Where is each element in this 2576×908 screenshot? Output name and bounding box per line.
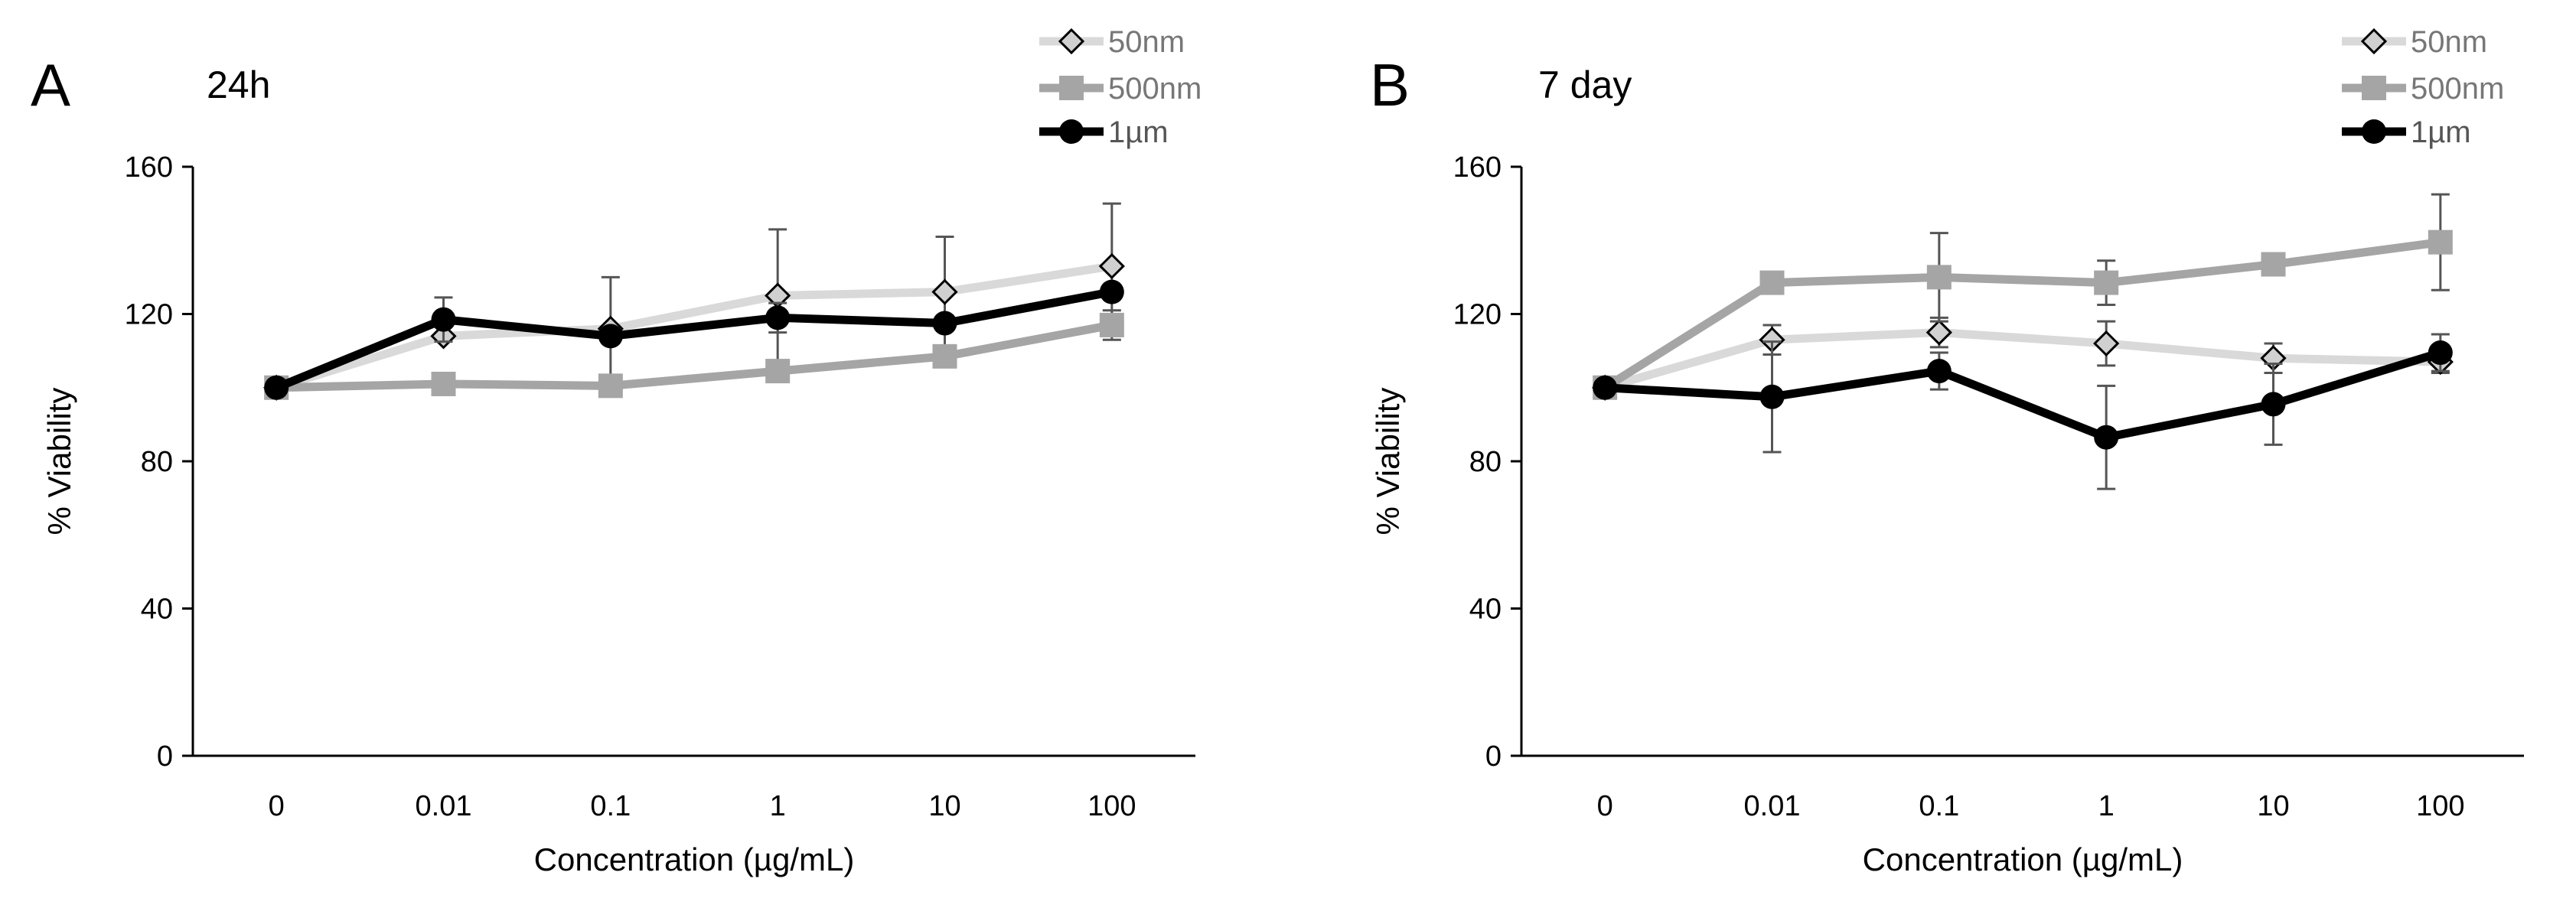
legend-marker [2360, 28, 2388, 55]
series-line [1603, 238, 2441, 392]
y-tick-label: 0 [1485, 740, 1502, 773]
legend-label: 500nm [2411, 72, 2504, 106]
data-point [598, 324, 623, 349]
chart-panel-A: A 24h 0 40 80 120 160 0 0.01 0.1 1 10 100 Concentrati… [31, 25, 1202, 877]
data-point [1099, 312, 1124, 337]
data-point [1759, 270, 1785, 295]
x-tick-label: 1 [2098, 790, 2115, 822]
data-point [1926, 359, 1952, 384]
y-axis-title: % Viability [41, 388, 77, 535]
series-0 [263, 202, 1125, 401]
data-point [2094, 270, 2119, 295]
data-point [1759, 384, 1785, 409]
legend-marker [1059, 76, 1084, 100]
x-axis-title: Concentration (µg/mL) [1863, 841, 2183, 877]
series-1 [1593, 193, 2453, 400]
legend-label: 50nm [1108, 25, 1185, 59]
legend-marker [1058, 28, 1085, 55]
y-tick-label: 160 [1453, 151, 1502, 184]
x-tick-label: 0.1 [1919, 790, 1959, 822]
y-tick-label: 0 [157, 740, 173, 773]
chart-title: 24h [207, 63, 270, 106]
data-point [1099, 279, 1124, 304]
x-tick-label: 0.01 [1744, 790, 1801, 822]
panel-label: A [31, 51, 70, 119]
legend: 50nm 500nm 1µm [2342, 25, 2504, 149]
legend-label: 500nm [1108, 72, 1202, 106]
y-tick-label: 80 [141, 446, 173, 478]
data-point [765, 359, 791, 384]
data-point [431, 307, 456, 332]
x-tick-label: 0.1 [590, 790, 631, 822]
chart-panel-B: B 7 day 0 40 80 120 160 0 0.01 0.1 1 10 100 Concentra… [1370, 25, 2524, 877]
chart-title: 7 day [1538, 63, 1632, 106]
series-2 [1593, 333, 2453, 490]
data-point [932, 311, 957, 336]
y-axis-title: % Viability [1370, 388, 1406, 535]
y-tick-label: 40 [141, 594, 173, 626]
x-tick-label: 10 [2257, 790, 2289, 822]
data-point [598, 373, 623, 399]
data-point [932, 343, 957, 369]
y-tick-label: 40 [1469, 594, 1502, 626]
y-tick-label: 80 [1469, 446, 1502, 478]
data-point [431, 371, 456, 396]
panel-label: B [1370, 51, 1410, 119]
series-line [275, 288, 1113, 392]
x-tick-label: 100 [2416, 790, 2464, 822]
x-tick-label: 0 [269, 790, 285, 822]
legend-marker [2362, 119, 2386, 144]
legend-label: 1µm [1108, 116, 1169, 149]
legend-label: 1µm [2411, 116, 2471, 149]
y-tick-label: 160 [125, 151, 173, 184]
series-line [1603, 328, 2441, 392]
series-2 [264, 279, 1124, 400]
data-point [2261, 392, 2286, 417]
data-point [931, 278, 958, 305]
data-point [2093, 330, 2120, 357]
data-point [1098, 252, 1125, 280]
series-1 [264, 309, 1124, 400]
data-point [1593, 375, 1618, 400]
y-tick-label: 120 [1453, 299, 1502, 331]
data-point [765, 305, 791, 330]
series-line [276, 321, 1113, 392]
data-point [2428, 340, 2453, 366]
data-point [2094, 425, 2119, 450]
x-tick-label: 10 [928, 790, 960, 822]
x-tick-label: 0 [1597, 790, 1613, 822]
data-point [2428, 229, 2453, 255]
x-tick-label: 1 [770, 790, 786, 822]
legend-marker [2362, 76, 2386, 100]
x-axis-title: Concentration (µg/mL) [534, 841, 855, 877]
data-point [264, 375, 289, 400]
data-point [1925, 319, 1952, 346]
x-tick-label: 0.01 [416, 790, 472, 822]
legend-marker [1059, 119, 1084, 144]
x-tick-label: 100 [1087, 790, 1136, 822]
data-point [2261, 252, 2286, 277]
legend-label: 50nm [2411, 25, 2487, 59]
series-line [1604, 348, 2442, 442]
series-line [275, 262, 1113, 392]
y-tick-label: 120 [125, 299, 173, 331]
legend: 50nm 500nm 1µm [1039, 25, 1202, 149]
data-point [1926, 265, 1952, 290]
